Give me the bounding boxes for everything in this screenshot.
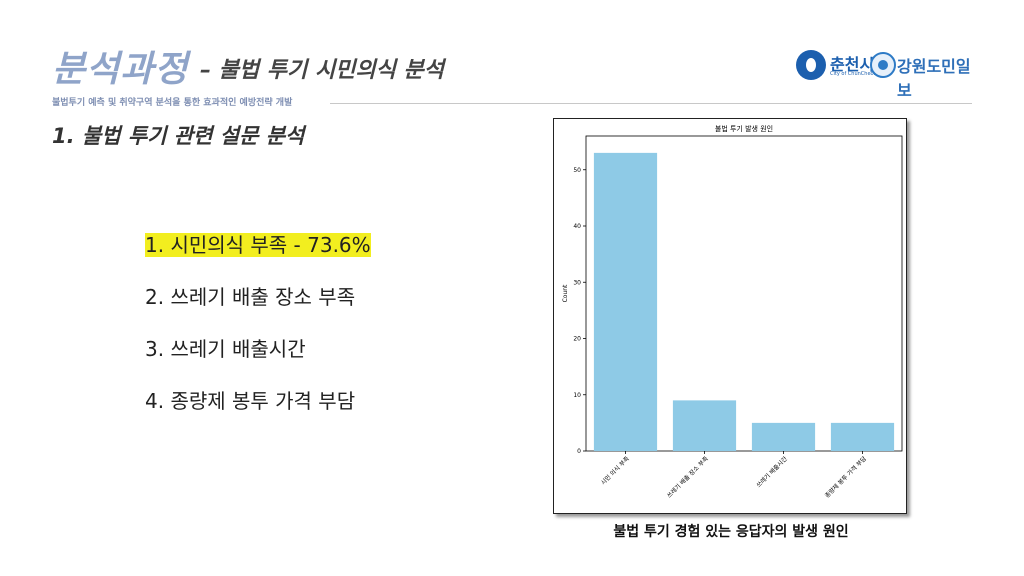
chuncheon-logo-text: 춘천시 bbox=[830, 55, 875, 74]
y-tick-label: 0 bbox=[577, 448, 581, 455]
bar bbox=[751, 422, 816, 451]
tagline: 불법투기 예측 및 취약구역 분석을 통한 효과적인 예방전략 개발 bbox=[52, 98, 293, 108]
plot-area bbox=[585, 135, 903, 452]
y-tick-label: 30 bbox=[573, 279, 581, 286]
list-item: 2. 쓰레기 배출 장소 부족 bbox=[145, 278, 371, 330]
header-divider bbox=[330, 103, 972, 104]
cause-list: 1. 시민의식 부족 - 73.6% 2. 쓰레기 배출 장소 부족 3. 쓰레… bbox=[145, 226, 371, 434]
y-axis-label: Count bbox=[562, 284, 569, 302]
gangwon-logo-icon bbox=[870, 52, 896, 78]
bar bbox=[593, 152, 658, 451]
bar bbox=[830, 422, 895, 451]
list-item-text: 2. 쓰레기 배출 장소 부족 bbox=[145, 285, 356, 309]
x-tick-label: 쓰레기 배출 장소 부족 bbox=[665, 454, 710, 499]
bar-chart: 불법 투기 발생 원인 0 10 20 30 40 50 Count 시민 의식 부족 쓰레기 배… bbox=[562, 124, 903, 500]
chuncheon-logo-english: City of ChunCheon bbox=[830, 71, 877, 77]
x-tick-label: 종량제 봉투 가격 부담 bbox=[823, 454, 868, 499]
list-item: 3. 쓰레기 배출시간 bbox=[145, 330, 371, 382]
x-tick-label: 시민 의식 부족 bbox=[599, 454, 631, 486]
y-tick-label: 10 bbox=[573, 392, 581, 399]
list-item: 4. 종량제 봉투 가격 부담 bbox=[145, 382, 371, 434]
list-item: 1. 시민의식 부족 - 73.6% bbox=[145, 226, 371, 278]
page-subtitle: – 불법 투기 시민의식 분석 bbox=[200, 58, 445, 83]
bar bbox=[672, 400, 737, 451]
list-item-text: 1. 시민의식 부족 - 73.6% bbox=[145, 233, 371, 257]
chuncheon-logo-icon bbox=[796, 50, 826, 80]
list-item-text: 4. 종량제 봉투 가격 부담 bbox=[145, 389, 356, 413]
page-title: 분석과정 bbox=[52, 49, 189, 90]
y-tick-label: 40 bbox=[573, 223, 581, 230]
y-tick-label: 20 bbox=[573, 336, 581, 343]
x-tick-label: 쓰레기 배출시간 bbox=[755, 454, 790, 489]
logos: 춘천시 City of ChunCheon 강원도민일보 bbox=[790, 44, 980, 100]
chart-caption: 불법 투기 경험 있는 응답자의 발생 원인 bbox=[613, 524, 849, 540]
chart-title: 불법 투기 발생 원인 bbox=[715, 124, 773, 133]
list-item-text: 3. 쓰레기 배출시간 bbox=[145, 337, 306, 361]
gangwon-logo-text: 강원도민일보 bbox=[897, 57, 971, 100]
y-tick-label: 50 bbox=[573, 167, 581, 174]
section-title: 1. 불법 투기 관련 설문 분석 bbox=[52, 124, 305, 148]
chart-frame: 불법 투기 발생 원인 0 10 20 30 40 50 Count 시민 의식 부족 쓰레기 배… bbox=[553, 118, 907, 514]
